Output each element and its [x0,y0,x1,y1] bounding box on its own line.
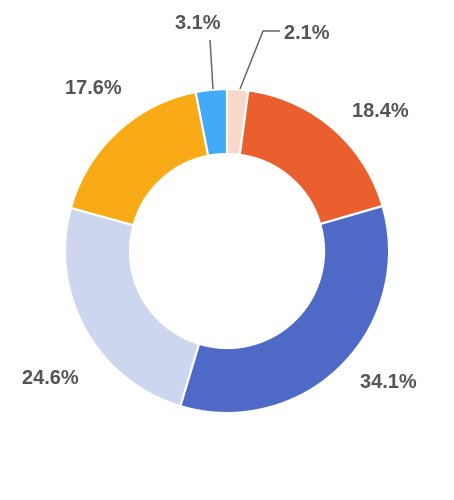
label-group: 2.1% 18.4% 34.1% 24.6% 17.6% 3.1% [22,12,417,393]
leader-line-group [209,30,280,90]
data-label-2: 34.1% [360,371,417,393]
leader-line-5 [209,39,214,90]
slice-2 [178,204,391,415]
data-label-5: 3.1% [175,12,221,34]
slice-4 [69,90,210,227]
data-label-1: 18.4% [352,100,409,122]
data-label-0: 2.1% [284,22,330,44]
leader-line-0 [239,30,280,90]
slice-5 [194,87,229,158]
data-label-3: 24.6% [22,367,79,389]
data-label-4: 17.6% [65,77,122,99]
slice-group [63,87,391,415]
slice-3 [63,206,201,408]
